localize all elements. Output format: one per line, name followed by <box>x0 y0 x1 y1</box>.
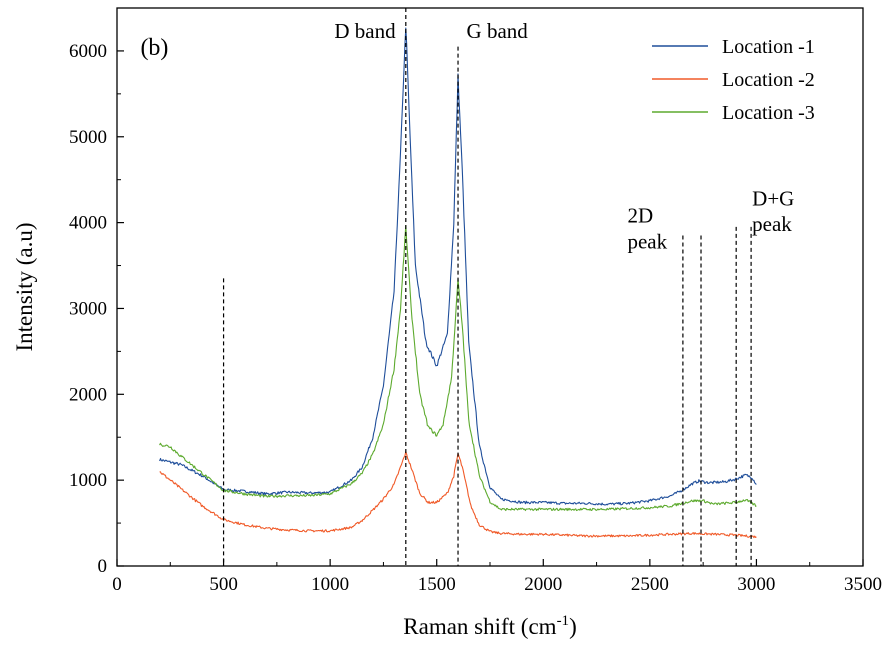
y-tick-label: 5000 <box>69 127 107 148</box>
x-tick-label: 2000 <box>524 574 562 595</box>
annotation-6: peak <box>752 212 792 236</box>
x-tick-label: 2500 <box>631 574 669 595</box>
x-tick-label: 1000 <box>311 574 349 595</box>
annotation-1: D band <box>334 19 396 43</box>
y-tick-label: 4000 <box>69 213 107 234</box>
annotation-3: 2D <box>627 204 653 228</box>
plot-layer <box>159 8 757 566</box>
x-tick-label: 3000 <box>737 574 775 595</box>
y-tick-label: 2000 <box>69 384 107 405</box>
x-tick-label: 3500 <box>844 574 882 595</box>
series-line-2 <box>159 450 757 539</box>
annotation-4: peak <box>627 229 667 253</box>
annotation-5: D+G <box>752 186 794 210</box>
series-line-1 <box>159 27 757 506</box>
y-tick-label: 6000 <box>69 41 107 62</box>
y-tick-label: 0 <box>98 556 108 577</box>
x-tick-label: 0 <box>112 574 122 595</box>
x-tick-label: 500 <box>209 574 238 595</box>
legend-label-3: Location -3 <box>722 102 815 124</box>
y-tick-label: 3000 <box>69 298 107 319</box>
panel-label: (b) <box>140 35 168 61</box>
axis-layer: 0 500 1000 1500 2000 2500 3000 3500 0 1000 2000 300… <box>69 41 882 595</box>
x-tick-label: 1500 <box>418 574 456 595</box>
legend-label-2: Location -2 <box>722 69 815 91</box>
x-axis-title: Raman shift (cm-1) <box>403 613 576 639</box>
legend-label-1: Location -1 <box>722 36 815 58</box>
y-tick-label: 1000 <box>69 470 107 491</box>
legend: Location -1 Location -2 Location -3 <box>652 36 815 124</box>
annotation-2: G band <box>467 19 529 43</box>
y-axis-title: Intensity (a.u) <box>12 222 37 351</box>
